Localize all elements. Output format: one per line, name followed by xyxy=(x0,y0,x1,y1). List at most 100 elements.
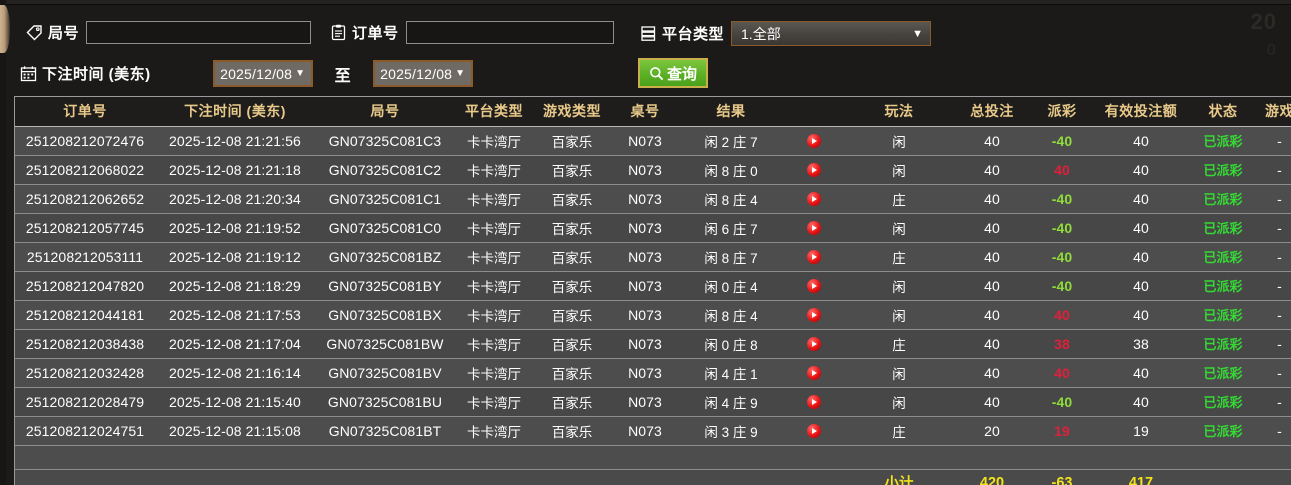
col-status[interactable]: 状态 xyxy=(1189,97,1257,127)
cell-status: 已派彩 xyxy=(1189,184,1257,214)
table-row[interactable]: 251208212068022 2025-12-08 21:21:18 GN0732… xyxy=(15,155,1291,185)
cell-replay[interactable] xyxy=(783,242,845,272)
cell-blank xyxy=(1093,445,1189,470)
bet-time-from-value: 2025/12/08 xyxy=(220,65,293,82)
cell-replay[interactable] xyxy=(783,271,845,301)
col-platform[interactable]: 平台类型 xyxy=(455,97,533,127)
cell-status: 已派彩 xyxy=(1189,358,1257,388)
cell-play-type: 闲 xyxy=(845,213,953,243)
table-row[interactable]: 251208212072476 2025-12-08 21:21:56 GN0732… xyxy=(15,126,1291,156)
col-play-type[interactable]: 玩法 xyxy=(845,97,953,127)
cell-blank xyxy=(1031,445,1093,470)
table-row[interactable]: 251208212057745 2025-12-08 21:19:52 GN0732… xyxy=(15,213,1291,243)
cell-payout: -40 xyxy=(1031,387,1093,417)
platform-type-select[interactable]: 1.全部 ▼ xyxy=(731,21,932,46)
platform-type-filter: 平台类型 1.全部 ▼ xyxy=(640,21,932,46)
play-icon[interactable] xyxy=(807,424,821,439)
cell-blank xyxy=(679,445,783,470)
table-row[interactable]: 251208212053111 2025-12-08 21:19:12 GN0732… xyxy=(15,242,1291,272)
cell-valid-bet: 38 xyxy=(1093,329,1189,359)
chevron-down-icon: ▼ xyxy=(295,68,306,79)
window-top-strip xyxy=(0,0,1291,5)
col-game-extra[interactable]: 游戏 xyxy=(1257,97,1291,127)
play-icon[interactable] xyxy=(807,163,821,178)
cell-summary-valid-bet: 417 xyxy=(1093,469,1189,485)
cell-replay[interactable] xyxy=(783,358,845,388)
table-row[interactable]: 251208212032428 2025-12-08 21:16:14 GN0732… xyxy=(15,358,1291,388)
play-icon[interactable] xyxy=(807,308,821,323)
cell-order-no: 251208212072476 xyxy=(15,126,155,156)
cell-replay[interactable] xyxy=(783,416,845,446)
cell-platform: 卡卡湾厅 xyxy=(455,242,533,272)
play-icon[interactable] xyxy=(807,279,821,294)
cell-blank xyxy=(1189,445,1257,470)
col-order-no[interactable]: 订单号 xyxy=(15,97,155,127)
cell-bet-time: 2025-12-08 21:15:08 xyxy=(155,416,315,446)
play-icon[interactable] xyxy=(807,366,821,381)
search-button[interactable]: 查询 xyxy=(638,58,709,88)
chevron-down-icon: ▼ xyxy=(455,68,466,79)
cell-valid-bet: 40 xyxy=(1093,155,1189,185)
col-table-no[interactable]: 桌号 xyxy=(611,97,679,127)
col-result[interactable]: 结果 xyxy=(679,97,783,127)
cell-table-no: N073 xyxy=(611,184,679,214)
cell-total-bet: 40 xyxy=(953,358,1031,388)
cell-replay[interactable] xyxy=(783,329,845,359)
bet-time-to-datepicker[interactable]: 2025/12/08 ▼ xyxy=(372,60,473,87)
cell-replay[interactable] xyxy=(783,184,845,214)
cell-replay[interactable] xyxy=(783,155,845,185)
cell-result: 闲 3 庄 9 xyxy=(679,416,783,446)
table-row[interactable]: 251208212047820 2025-12-08 21:18:29 GN0732… xyxy=(15,271,1291,301)
play-icon[interactable] xyxy=(807,221,821,236)
cell-play-type: 闲 xyxy=(845,271,953,301)
bet-time-from-datepicker[interactable]: 2025/12/08 ▼ xyxy=(212,60,313,87)
cell-valid-bet: 40 xyxy=(1093,242,1189,272)
table-row[interactable]: 251208212028479 2025-12-08 21:15:40 GN0732… xyxy=(15,387,1291,417)
search-button-label: 查询 xyxy=(667,65,698,83)
cell-valid-bet: 40 xyxy=(1093,271,1189,301)
cell-summary-payout: -63 xyxy=(1031,469,1093,485)
calendar-icon xyxy=(20,65,37,82)
play-icon[interactable] xyxy=(807,134,821,149)
round-no-input[interactable] xyxy=(86,21,312,44)
panel-edge-handle[interactable] xyxy=(0,5,10,53)
cell-order-no: 251208212032428 xyxy=(15,358,155,388)
cell-replay[interactable] xyxy=(783,126,845,156)
cell-blank xyxy=(679,469,783,485)
cell-payout: -40 xyxy=(1031,184,1093,214)
cell-play-type: 庄 xyxy=(845,416,953,446)
play-icon[interactable] xyxy=(807,192,821,207)
col-round-no[interactable]: 局号 xyxy=(315,97,455,127)
table-row[interactable]: 251208212062652 2025-12-08 21:20:34 GN0732… xyxy=(15,184,1291,214)
cell-round-no: GN07325C081C2 xyxy=(315,155,455,185)
cell-game-type: 百家乐 xyxy=(533,329,611,359)
cell-game-extra: - xyxy=(1257,213,1291,243)
play-icon[interactable] xyxy=(807,250,821,265)
cell-round-no: GN07325C081BX xyxy=(315,300,455,330)
cell-replay[interactable] xyxy=(783,387,845,417)
cell-bet-time: 2025-12-08 21:19:12 xyxy=(155,242,315,272)
cell-play-type: 闲 xyxy=(845,300,953,330)
col-game-type[interactable]: 游戏类型 xyxy=(533,97,611,127)
order-no-input[interactable] xyxy=(405,21,614,44)
cell-bet-time: 2025-12-08 21:20:34 xyxy=(155,184,315,214)
table-row[interactable]: 251208212038438 2025-12-08 21:17:04 GN0732… xyxy=(15,329,1291,359)
cell-total-bet: 40 xyxy=(953,184,1031,214)
col-payout[interactable]: 派彩 xyxy=(1031,97,1093,127)
col-total-bet[interactable]: 总投注 xyxy=(953,97,1031,127)
cell-game-type: 百家乐 xyxy=(533,213,611,243)
table-row[interactable]: 251208212044181 2025-12-08 21:17:53 GN0732… xyxy=(15,300,1291,330)
table-row[interactable]: 251208212024751 2025-12-08 21:15:08 GN0732… xyxy=(15,416,1291,446)
play-icon[interactable] xyxy=(807,395,821,410)
play-icon[interactable] xyxy=(807,337,821,352)
col-valid-bet[interactable]: 有效投注额 xyxy=(1093,97,1189,127)
cell-replay[interactable] xyxy=(783,300,845,330)
cell-order-no: 251208212062652 xyxy=(15,184,155,214)
cell-bet-time: 2025-12-08 21:15:40 xyxy=(155,387,315,417)
cell-table-no: N073 xyxy=(611,155,679,185)
cell-replay[interactable] xyxy=(783,213,845,243)
cell-status: 已派彩 xyxy=(1189,416,1257,446)
cell-blank xyxy=(315,445,455,470)
cell-order-no: 251208212024751 xyxy=(15,416,155,446)
col-bet-time[interactable]: 下注时间 (美东) xyxy=(155,97,315,127)
